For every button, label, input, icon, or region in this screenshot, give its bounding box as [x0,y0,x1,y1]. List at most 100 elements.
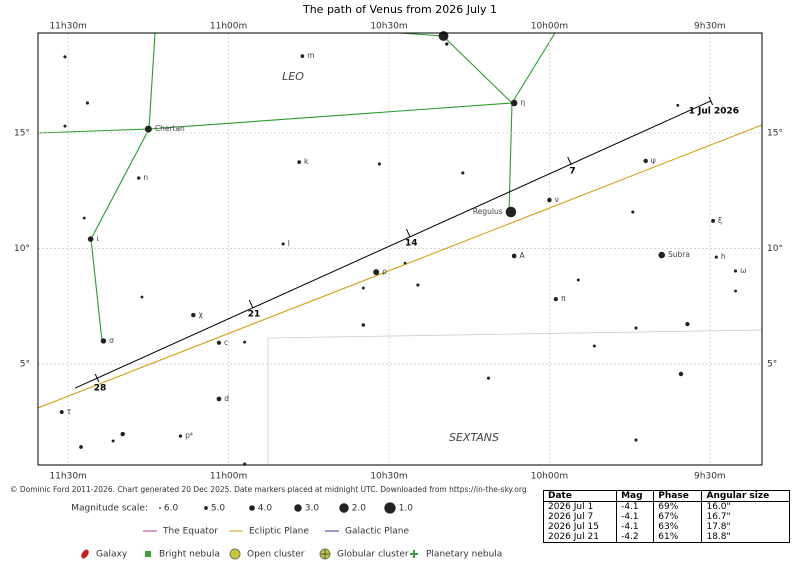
table-cell: Phase [653,490,702,502]
star [82,216,86,220]
star [416,283,420,287]
table-cell: -4.1 [616,512,654,522]
table-cell: -4.2 [616,532,654,543]
star-label: Chertan [155,124,185,133]
constellation-boundary [267,329,763,465]
star-label: A [519,251,525,260]
star [576,278,580,282]
date-marker [567,156,572,166]
table-cell: -4.1 [616,501,654,512]
plot-frame [37,32,763,466]
table-cell: -4.1 [616,522,654,532]
star [734,289,737,293]
star [243,340,247,344]
date-label: 14 [405,239,418,249]
star [373,269,380,276]
legend-label: Ecliptic Plane [249,527,309,537]
star [79,445,83,449]
star [63,55,67,59]
x-tick-label: 10h00m [531,472,568,482]
star [510,99,518,107]
chart-title: The path of Venus from 2026 July 1 [302,3,497,16]
x-tick-label: 11h30m [49,472,86,482]
star-label: m [307,51,314,60]
star [678,371,684,377]
y-tick-label: 15° [14,129,30,139]
x-tick-label: 10h30m [370,472,407,482]
y-tick-label: 15° [767,129,783,139]
star-label: π [561,294,566,303]
star [505,206,517,218]
star-label: ι [96,234,99,243]
date-marker [94,373,100,383]
star-label: d [224,394,229,403]
magnitude-label: 2.0 [352,504,367,514]
table-row: 2026 Jul 21 -4.2 61% 18.8" [542,532,790,543]
legend-label: Bright nebula [159,550,220,560]
star [403,261,407,265]
x-tick-label: 11h00m [210,472,247,482]
venus-path [75,100,712,389]
star-label: ω [740,266,746,275]
constellation-line [37,102,513,213]
star [714,255,718,259]
x-tick-label: 10h30m [370,22,407,32]
magnitude-dot [249,505,255,511]
legend-label: Globular cluster [337,550,409,560]
table-cell: 2026 Jul 21 [542,532,617,543]
table-cell: 17.8" [701,522,790,532]
star [85,101,89,105]
x-tick-label: 11h30m [49,22,86,32]
x-tick-label: 9h30m [694,22,726,32]
table-row: 2026 Jul 15 -4.1 63% 17.8" [542,522,790,532]
x-tick-label: 11h00m [210,22,247,32]
star [445,42,449,46]
magnitude-label: 6.0 [164,504,179,514]
legend-label: Open cluster [247,550,305,560]
y-tick-label: 5° [767,360,777,370]
star [140,295,144,299]
star [144,125,152,133]
table-cell: 2026 Jul 1 [542,501,617,512]
table-cell: Date [542,490,617,502]
magnitude-label: 1.0 [399,504,414,514]
star-label: τ [67,407,72,416]
star-label: ψ [651,156,656,165]
date-marker [248,299,254,309]
star [216,396,222,402]
table-row: Date Mag Phase Angular size [542,490,790,502]
star-label: n [143,173,148,182]
star-label: Subra [668,250,690,259]
y-tick-label: 10° [767,244,783,254]
magnitude-label: 5.0 [211,504,226,514]
star [592,344,596,348]
table-cell: 18.8" [701,532,790,543]
date-label: 21 [248,309,261,319]
legend-label: The Equator [162,527,218,537]
constellation-line [90,32,156,342]
star [461,171,465,175]
star [685,321,690,327]
star-label: l [288,239,290,248]
constellation-name: LEO [282,70,304,83]
footer: © Dominic Ford 2011-2026. Chart generate… [10,485,527,494]
star [658,251,666,259]
date-label: 1 Jul 2026 [689,106,739,116]
table-cell: 2026 Jul 7 [542,512,617,522]
table-row: 2026 Jul 7 -4.1 67% 16.7" [542,512,790,522]
ecliptic [37,124,763,409]
star-label: η [520,98,525,107]
y-tick-label: 5° [20,360,30,370]
star-label: χ [199,310,204,319]
legend-label: Galaxy [96,550,128,560]
table-cell: 16.7" [701,512,790,522]
magnitude-dot [204,506,208,510]
star [643,158,648,164]
legend-icon [81,549,89,559]
table-cell: Angular size [701,490,790,502]
star [377,162,381,166]
star [59,410,64,415]
x-tick-label: 10h00m [531,22,568,32]
table-cell: 67% [653,512,702,522]
